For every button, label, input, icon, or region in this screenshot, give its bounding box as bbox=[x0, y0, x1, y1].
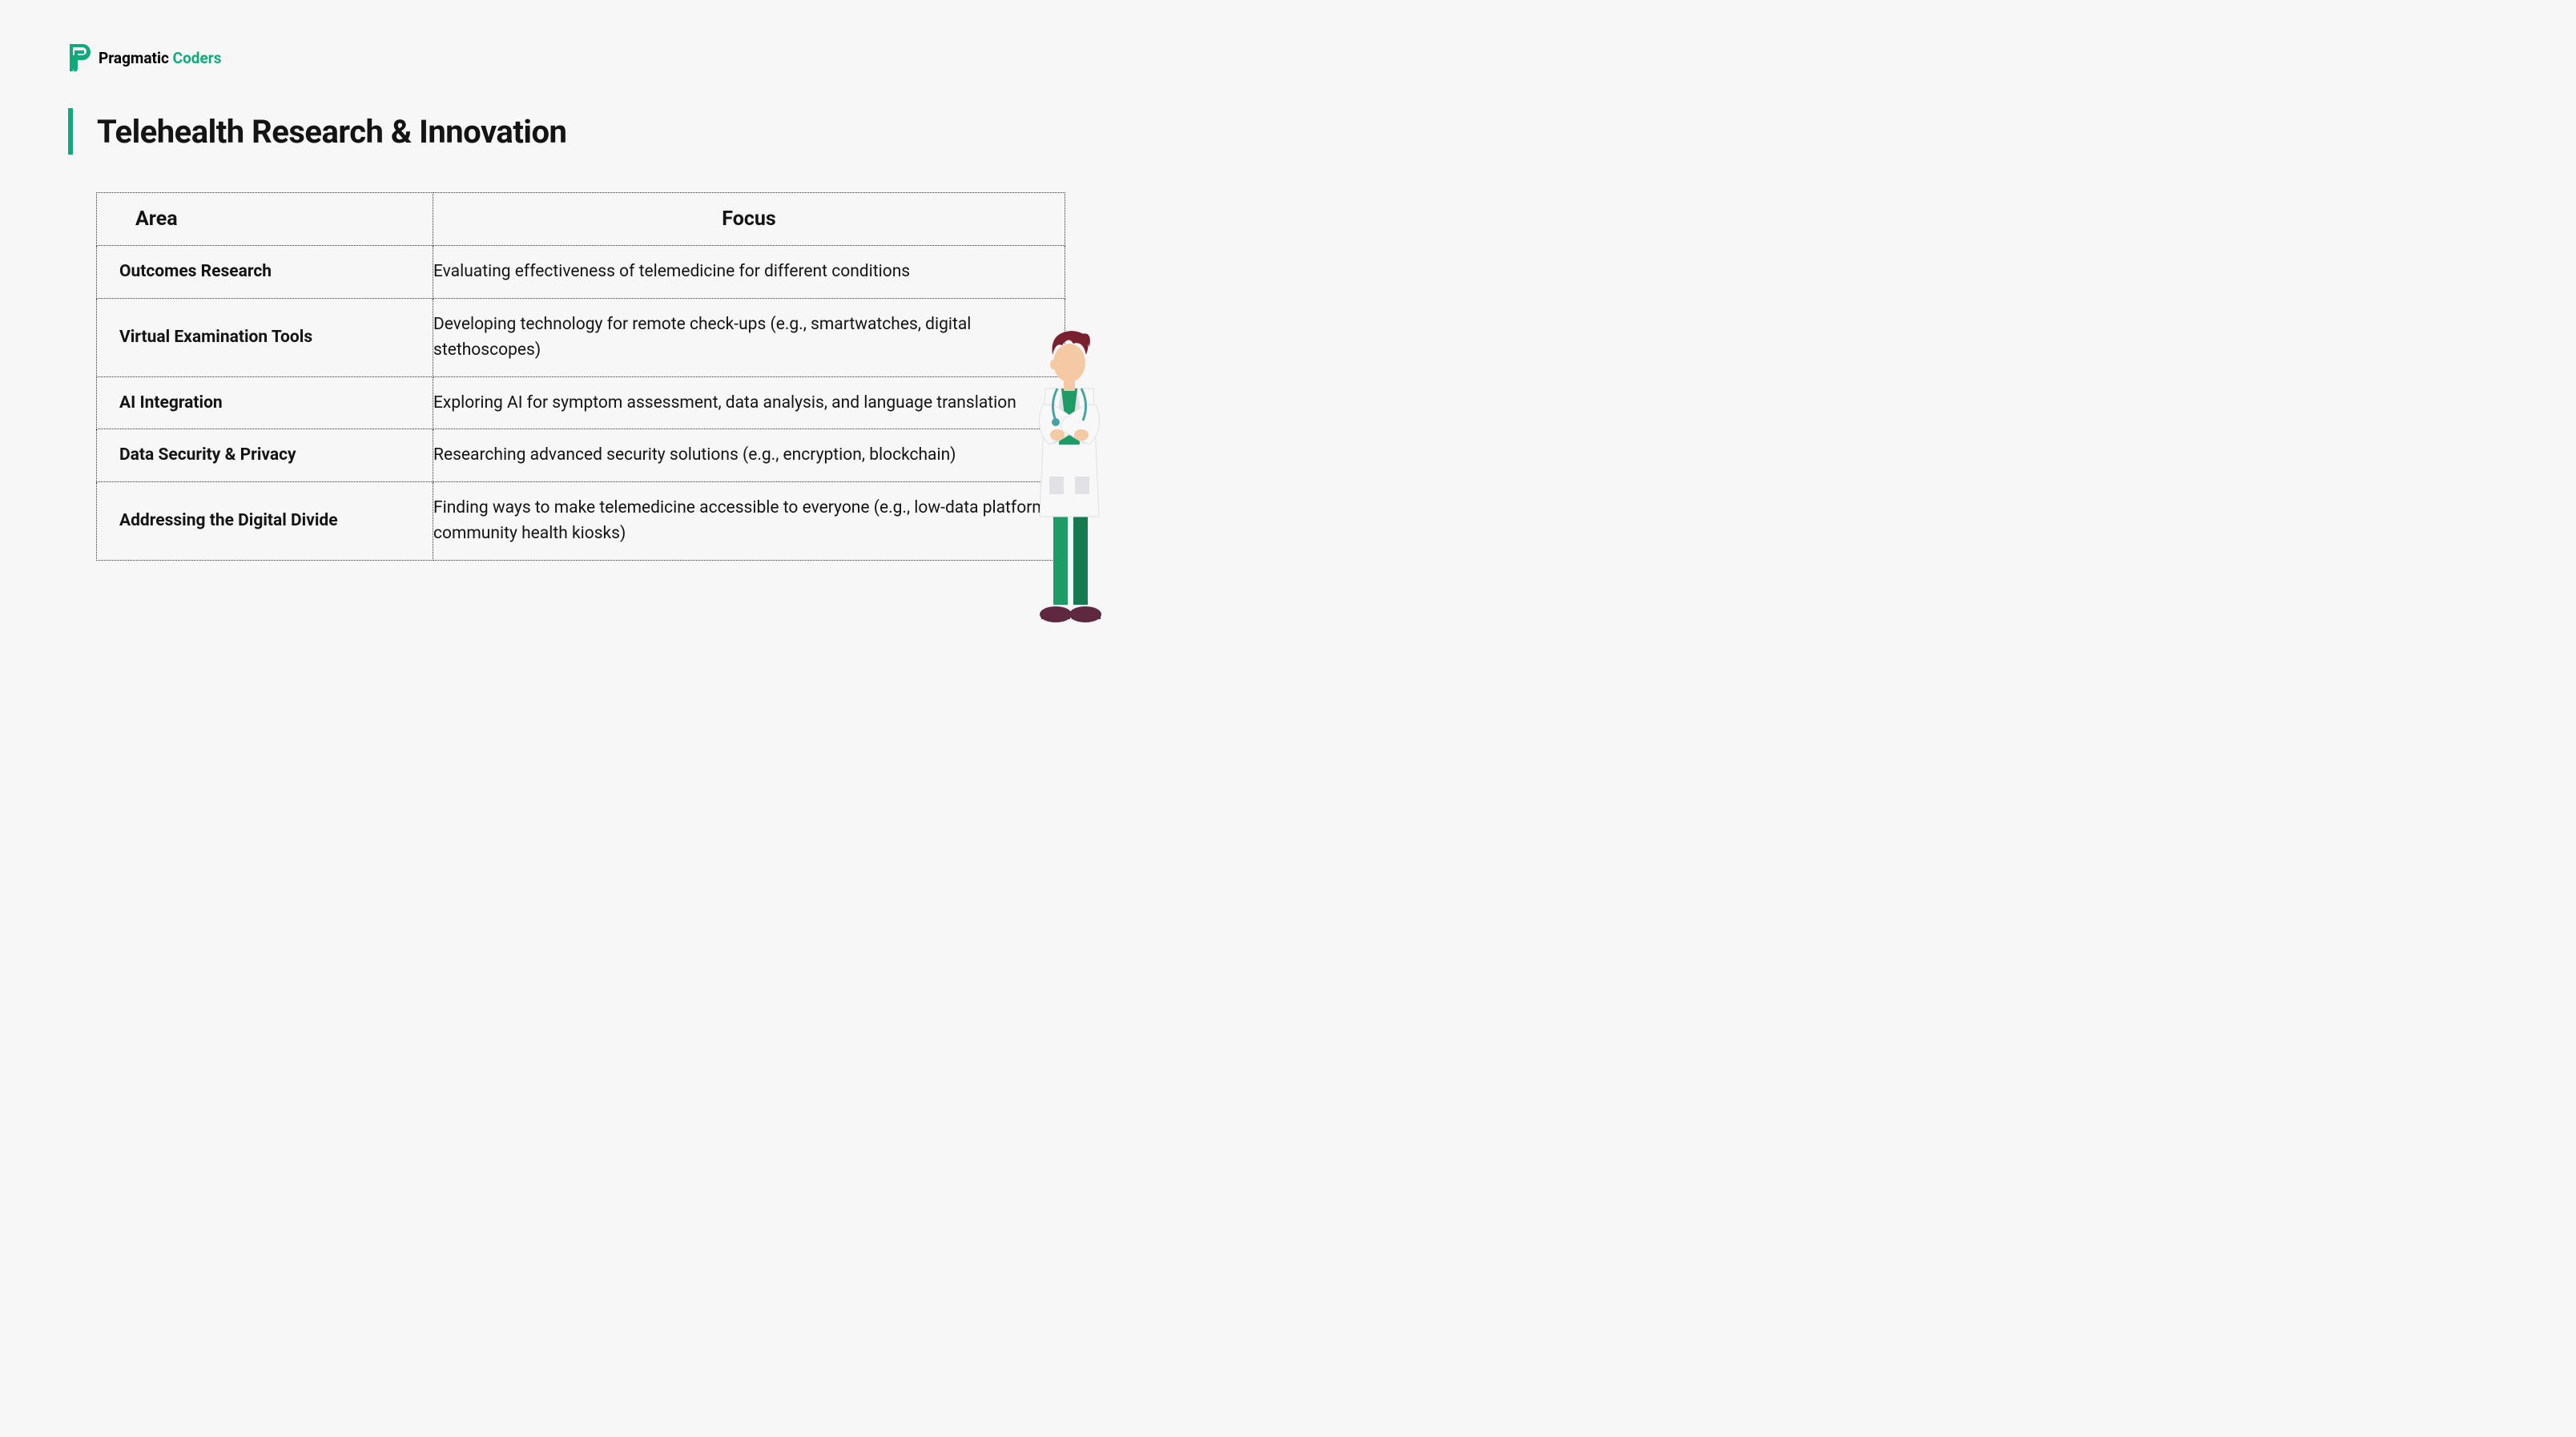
table-row: Addressing the Digital Divide Finding wa… bbox=[97, 481, 1065, 560]
title-accent-bar bbox=[68, 108, 73, 155]
research-table: Area Focus Outcomes Research Evaluating … bbox=[96, 192, 1065, 561]
table-cell-area: Outcomes Research bbox=[97, 246, 433, 299]
table-row: AI Integration Exploring AI for symptom … bbox=[97, 376, 1065, 429]
table-cell-focus: Researching advanced security solutions … bbox=[433, 429, 1065, 482]
table-row: Outcomes Research Evaluating effectivene… bbox=[97, 246, 1065, 299]
table-cell-focus: Exploring AI for symptom assessment, dat… bbox=[433, 376, 1065, 429]
logo-mark-icon bbox=[68, 44, 91, 71]
table-row: Virtual Examination Tools Developing tec… bbox=[97, 298, 1065, 376]
logo-text-accent: Coders bbox=[173, 49, 222, 67]
table-cell-area: Data Security & Privacy bbox=[97, 429, 433, 482]
table-cell-focus: Evaluating effectiveness of telemedicine… bbox=[433, 246, 1065, 299]
table-cell-area: Addressing the Digital Divide bbox=[97, 481, 433, 560]
doctor-illustration-icon bbox=[1017, 316, 1121, 637]
brand-logo: Pragmatic Coders bbox=[68, 44, 221, 71]
table-cell-area: Virtual Examination Tools bbox=[97, 298, 433, 376]
page-title: Telehealth Research & Innovation bbox=[97, 113, 566, 151]
table-row: Data Security & Privacy Researching adva… bbox=[97, 429, 1065, 482]
table-cell-area: AI Integration bbox=[97, 376, 433, 429]
table-header-focus: Focus bbox=[433, 193, 1065, 246]
logo-text-primary: Pragmatic bbox=[99, 49, 169, 67]
table-cell-focus: Developing technology for remote check-u… bbox=[433, 298, 1065, 376]
title-section: Telehealth Research & Innovation bbox=[68, 108, 566, 155]
table-cell-focus: Finding ways to make telemedicine access… bbox=[433, 481, 1065, 560]
logo-text: Pragmatic Coders bbox=[99, 49, 221, 67]
table-header-area: Area bbox=[97, 193, 433, 246]
table-header-row: Area Focus bbox=[97, 193, 1065, 246]
